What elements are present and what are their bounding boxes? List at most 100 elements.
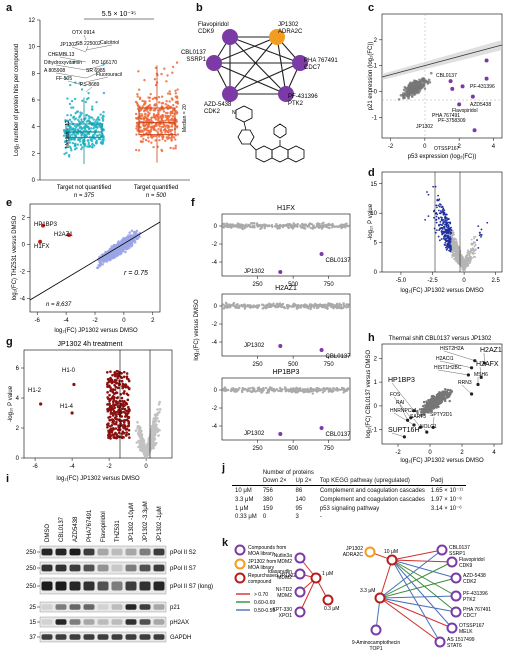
point-label: CBL0137 (326, 354, 352, 360)
point-label: JP1302 (244, 269, 265, 275)
point (150, 141, 153, 144)
point (469, 258, 471, 261)
point (153, 124, 156, 128)
point (138, 430, 141, 433)
point (162, 122, 165, 126)
point (230, 387, 234, 390)
point (156, 408, 159, 411)
node-label: CDK2 (204, 109, 221, 115)
point (144, 100, 147, 103)
point (157, 127, 160, 131)
point (158, 408, 162, 411)
point (109, 412, 113, 415)
point (171, 136, 174, 139)
point (73, 148, 77, 151)
point (125, 431, 128, 434)
point-label: FF-505 (56, 76, 72, 82)
point (474, 235, 477, 238)
point (111, 390, 115, 394)
point (120, 396, 124, 400)
point (294, 389, 297, 392)
point (270, 224, 274, 227)
point (152, 128, 155, 132)
point (145, 452, 149, 455)
point (120, 371, 123, 375)
point (149, 92, 152, 96)
point (315, 222, 319, 226)
point (82, 142, 85, 145)
leader (83, 34, 87, 41)
point (127, 379, 131, 383)
point (454, 252, 456, 255)
point (102, 62, 105, 66)
point (114, 427, 118, 430)
point (142, 442, 146, 445)
xtick-label: 2 (457, 144, 461, 150)
point (446, 222, 448, 225)
point (432, 185, 435, 188)
point (65, 151, 68, 155)
point (158, 115, 162, 119)
point (451, 256, 453, 259)
point (97, 259, 101, 262)
point (265, 303, 269, 306)
point (324, 225, 328, 228)
point (305, 304, 309, 307)
point (123, 244, 127, 247)
point (114, 400, 118, 404)
point (455, 240, 458, 243)
point (397, 98, 401, 101)
point (332, 225, 335, 228)
point (462, 262, 465, 265)
point (167, 119, 170, 123)
highlight-point (72, 382, 76, 387)
point (240, 389, 244, 392)
point (167, 116, 170, 119)
point (92, 144, 96, 147)
point (67, 155, 71, 158)
point (256, 389, 259, 392)
point (342, 391, 345, 394)
point (105, 370, 109, 374)
point (136, 93, 139, 96)
point (102, 91, 106, 95)
panel-label-k: k (222, 537, 229, 549)
ytick-label: 0 (374, 90, 378, 96)
point (448, 241, 451, 244)
highlight-point (484, 76, 489, 81)
point (432, 210, 435, 213)
point (122, 402, 125, 405)
point (426, 191, 428, 193)
point (472, 241, 475, 243)
point (272, 304, 275, 307)
point (113, 374, 117, 378)
point (98, 137, 101, 140)
point (264, 386, 268, 390)
point (309, 306, 313, 309)
panel-a-ylabel: Log₂ number of protein hits per compound (14, 44, 20, 156)
point (445, 239, 448, 242)
point (464, 262, 467, 265)
point (90, 108, 94, 111)
highlight-point (448, 79, 453, 84)
point (172, 147, 175, 150)
ytick-label: 12 (28, 18, 35, 24)
point-label: H1-2 (28, 388, 42, 394)
point (453, 258, 455, 260)
structure-n-label: N (232, 110, 236, 116)
point (455, 259, 458, 261)
panel-a-points-right (134, 61, 180, 153)
point (72, 60, 76, 63)
point (308, 388, 312, 391)
point (295, 307, 299, 310)
point (283, 386, 287, 389)
point (255, 222, 259, 225)
point (463, 266, 466, 268)
point (445, 213, 448, 216)
box (65, 123, 103, 138)
point (98, 133, 101, 136)
point (115, 381, 119, 385)
point (466, 258, 469, 261)
xtick-label: -6 (32, 464, 38, 470)
point (135, 125, 138, 128)
